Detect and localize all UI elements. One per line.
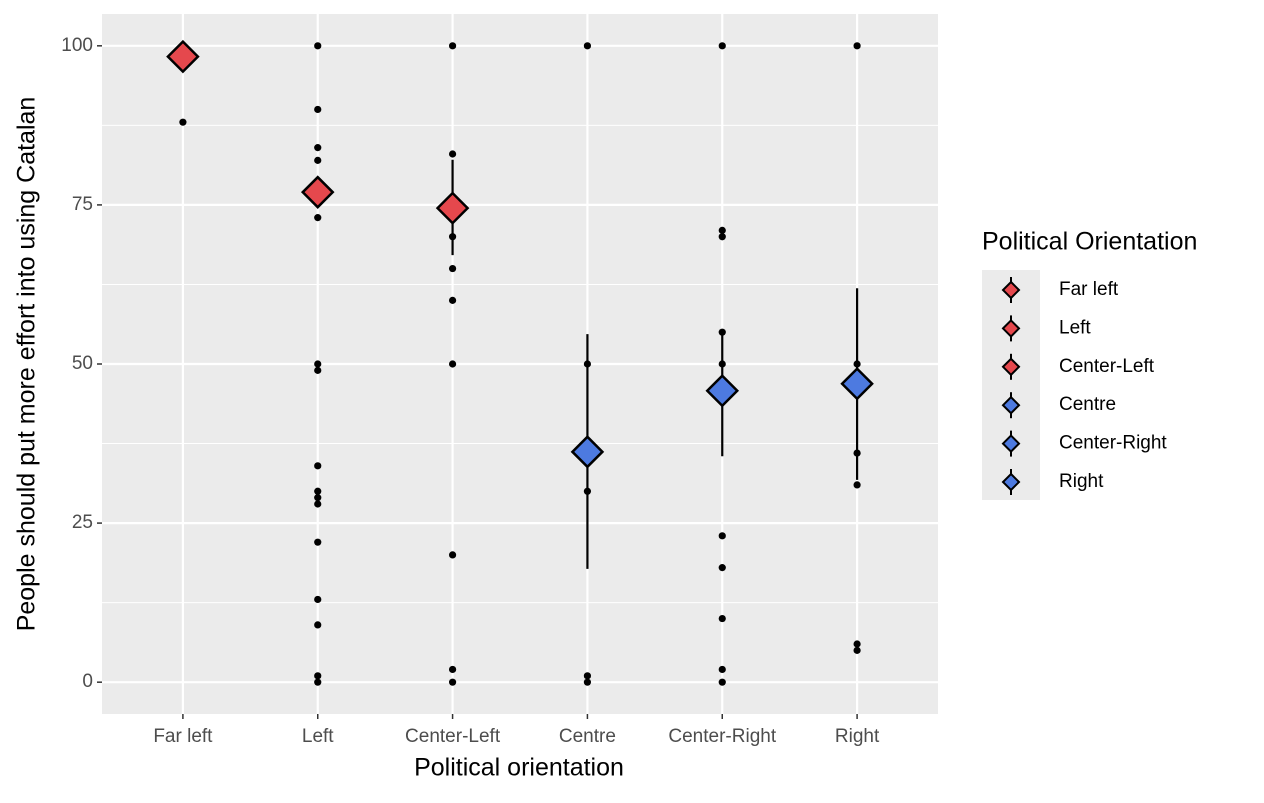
- legend-key: [1001, 434, 1021, 454]
- data-point: [718, 226, 726, 234]
- data-point: [314, 538, 322, 546]
- data-point: [314, 500, 322, 508]
- data-point: [718, 233, 726, 241]
- y-tick-label: 75: [72, 194, 93, 215]
- data-point: [853, 42, 861, 50]
- legend-label: Centre: [1059, 394, 1116, 415]
- x-tick-label: Right: [835, 726, 880, 747]
- data-point: [314, 42, 322, 50]
- data-point: [314, 621, 322, 629]
- mean-marker: [435, 191, 470, 225]
- data-point: [314, 105, 322, 114]
- x-tick-label: Far left: [153, 726, 213, 747]
- data-point: [718, 678, 726, 686]
- data-point: [448, 678, 457, 686]
- legend-label: Center-Right: [1059, 433, 1167, 454]
- data-point: [314, 214, 322, 222]
- legend-key: [1001, 357, 1021, 377]
- y-tick-label: 100: [61, 35, 93, 56]
- y-axis-title: People should put more effort into using…: [13, 97, 41, 632]
- legend-label: Far left: [1059, 279, 1119, 300]
- legend-title: Political Orientation: [982, 228, 1197, 256]
- mean-marker: [570, 435, 605, 469]
- x-tick-label: Centre: [559, 726, 616, 747]
- data-point: [448, 360, 457, 368]
- y-tick-label: 50: [72, 353, 93, 374]
- data-point: [718, 42, 726, 50]
- data-point: [314, 487, 322, 495]
- data-point: [448, 150, 457, 158]
- data-point: [853, 640, 861, 648]
- data-point: [314, 672, 322, 680]
- legend-key: [1001, 318, 1021, 338]
- mean-marker: [300, 175, 335, 209]
- data-point: [314, 595, 322, 604]
- data-point: [448, 42, 457, 50]
- data-point: [448, 264, 457, 273]
- data-point: [448, 665, 457, 674]
- data-point: [718, 614, 726, 623]
- data-point: [583, 672, 592, 680]
- data-point: [314, 366, 322, 374]
- data-point: [314, 360, 322, 368]
- data-point: [314, 156, 322, 164]
- legend-label: Center-Left: [1059, 356, 1155, 377]
- x-axis-title: Political orientation: [414, 754, 624, 782]
- data-point: [583, 42, 592, 50]
- x-tick-label: Center-Right: [668, 726, 776, 747]
- data-point: [718, 665, 726, 674]
- y-tick-label: 25: [72, 512, 93, 533]
- mean-marker: [840, 366, 874, 401]
- data-point: [718, 532, 726, 540]
- data-point: [583, 678, 592, 686]
- data-point: [179, 118, 187, 126]
- mean-marker: [705, 373, 740, 408]
- legend-label: Right: [1059, 471, 1104, 492]
- data-point: [314, 494, 322, 502]
- x-tick-label: Center-Left: [405, 726, 501, 747]
- y-tick-label: 0: [82, 671, 93, 692]
- legend-key-bg: [982, 270, 1040, 500]
- legend-key: [1001, 472, 1021, 492]
- data-point: [314, 462, 322, 470]
- legend-key: [1001, 395, 1021, 415]
- data-point: [448, 296, 457, 304]
- data-point: [853, 646, 861, 654]
- data-point: [718, 564, 726, 572]
- x-tick-label: Left: [302, 726, 334, 747]
- mean-marker: [166, 39, 200, 74]
- legend-key: [1001, 280, 1021, 300]
- data-point: [314, 144, 322, 152]
- data-point: [853, 481, 861, 489]
- data-point: [448, 551, 457, 559]
- legend-label: Left: [1059, 317, 1091, 338]
- data-point: [314, 678, 322, 686]
